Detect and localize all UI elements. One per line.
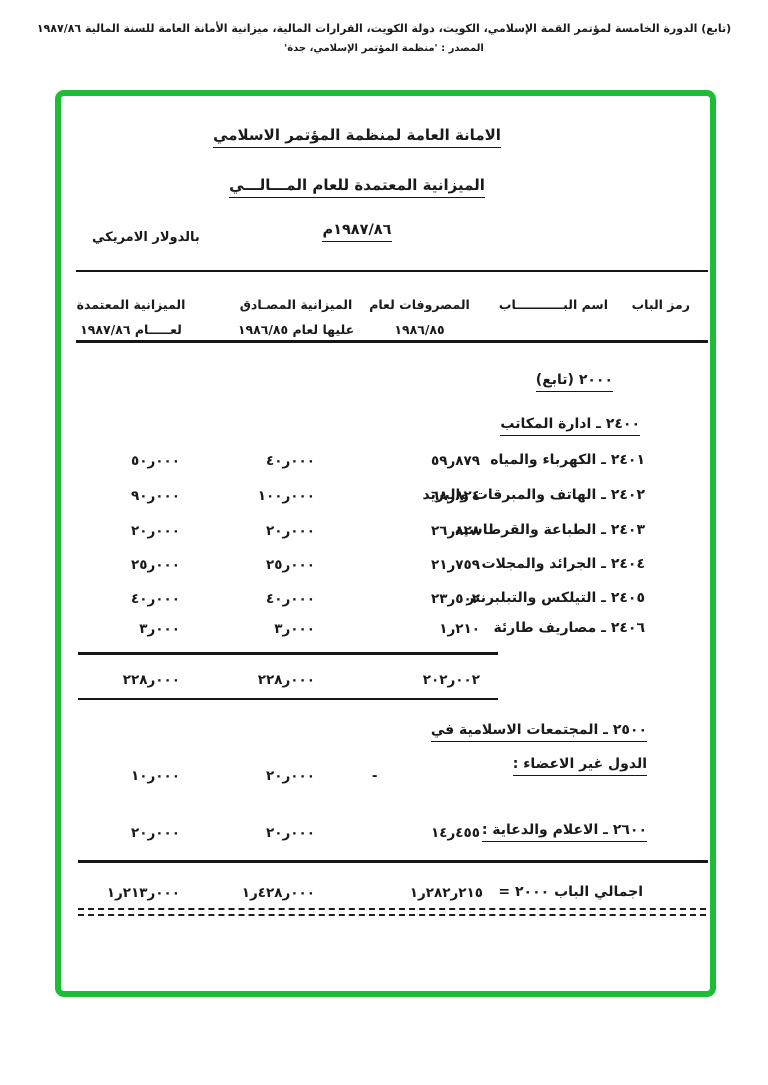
subtotal-approved: ٢٢٨ر٠٠٠ — [257, 672, 315, 688]
doc-title-year: ١٩٨٧/٨٦م — [157, 222, 557, 242]
item-label-2406: ٢٤٠٦ ـ مصاريف طارئة — [493, 620, 645, 636]
subtotal-rule-top — [78, 652, 498, 655]
section-2500-label-line1: ٢٥٠٠ ـ المجتمعات الاسلامية في — [430, 722, 647, 742]
item-expenditure-2405: ٢٣ر٥٠٢ — [431, 591, 480, 607]
header-expenditure-line2: ١٩٨٦/٨٥ — [394, 322, 445, 337]
total-rule-top — [78, 860, 708, 863]
item-expenditure-2406: ١ر٢١٠ — [439, 621, 480, 637]
total-approved: ١ر٤٢٨ر٠٠٠ — [241, 885, 315, 901]
header-expenditure: المصروفات لعام ١٩٨٦/٨٥ — [362, 292, 477, 342]
item-adopted-2406: ٣ر٠٠٠ — [139, 621, 180, 637]
header-code: رمز الباب — [631, 297, 690, 312]
item-adopted-2401: ٥٠ر٠٠٠ — [131, 453, 180, 469]
item-label-2402: ٢٤٠٢ ـ الهاتف والمبرقات والبريد — [422, 487, 645, 503]
item-approved-2402: ١٠٠ر٠٠٠ — [257, 488, 315, 504]
item-label-2404: ٢٤٠٤ ـ الجرائد والمجلات — [481, 556, 645, 572]
section-2500-adopted: ١٠ر٠٠٠ — [131, 768, 180, 784]
item-label-2401: ٢٤٠١ ـ الكهرباء والمياه — [490, 452, 645, 468]
item-approved-2406: ٣ر٠٠٠ — [274, 621, 315, 637]
item-approved-2403: ٢٠ر٠٠٠ — [266, 523, 315, 539]
section-2600-label-text: ٢٦٠٠ ـ الاعلام والدعاية : — [481, 822, 647, 842]
section-2000-label-text: ٢٠٠٠ (تابع) — [535, 372, 613, 392]
page-annotation-line2: المصدر : 'منظمة المؤتمر الإسلامي، جدة' — [284, 43, 484, 54]
total-adopted: ١ر٢١٣ر٠٠٠ — [106, 885, 180, 901]
section-2600-approved: ٢٠ر٠٠٠ — [266, 825, 315, 841]
total-expenditure: ١ر٢٨٢ر٢١٥ — [409, 885, 483, 901]
item-approved-2401: ٤٠ر٠٠٠ — [266, 453, 315, 469]
document-border — [55, 90, 716, 997]
currency-note: بالدولار الامريكي — [92, 230, 200, 245]
item-adopted-2404: ٢٥ر٠٠٠ — [131, 557, 180, 573]
item-adopted-2402: ٩٠ر٠٠٠ — [131, 488, 180, 504]
item-expenditure-2401: ٥٩ر٨٧٩ — [431, 453, 480, 469]
section-2500-label-line1-text: ٢٥٠٠ ـ المجتمعات الاسلامية في — [430, 722, 647, 742]
item-label-2403: ٢٤٠٣ ـ الطباعة والقرطاسية — [454, 522, 645, 538]
closing-double-rule — [78, 908, 706, 916]
section-2400-label: ٢٤٠٠ ـ ادارة المكاتب — [500, 416, 640, 436]
section-2500-expenditure: - — [371, 768, 378, 784]
doc-title-subject-text: الميزانية المعتمدة للعام المـــالـــي — [229, 176, 485, 198]
section-2400-label-text: ٢٤٠٠ ـ ادارة المكاتب — [500, 416, 640, 436]
header-adopted: الميزانية المعتمدة لعـــــام ١٩٨٧/٨٦ — [70, 292, 192, 342]
section-2500-label-line2-text: الدول غير الاعضاء : — [512, 756, 647, 776]
total-label: اجمالي الباب ٢٠٠٠ = — [498, 884, 643, 900]
section-2000-label: ٢٠٠٠ (تابع) — [535, 372, 613, 392]
item-expenditure-2403: ٢٦ر٨٢٨ — [431, 523, 480, 539]
doc-title-org: الامانة العامة لمنظمة المؤتمر الاسلامي — [157, 126, 557, 148]
header-expenditure-line1: المصروفات لعام — [369, 297, 470, 312]
header-approved: الميزانية المصـادق عليها لعام ١٩٨٦/٨٥ — [225, 292, 367, 342]
section-2500-label-line2: الدول غير الاعضاء : — [512, 756, 647, 776]
header-adopted-line1: الميزانية المعتمدة — [76, 297, 186, 312]
item-label-2405: ٢٤٠٥ ـ التيلكس والتبلبرنتر — [466, 590, 645, 606]
rule-top — [76, 270, 708, 272]
doc-title-subject: الميزانية المعتمدة للعام المـــالـــي — [157, 176, 557, 198]
rule-header-bottom — [76, 340, 708, 343]
section-2600-adopted: ٢٠ر٠٠٠ — [131, 825, 180, 841]
page-annotation-line1: (تابع) الدورة الخامسة لمؤتمر القمة الإسل… — [36, 22, 732, 35]
item-approved-2405: ٤٠ر٠٠٠ — [266, 591, 315, 607]
section-2600-expenditure: ١٤ر٤٥٥ — [431, 825, 480, 841]
header-adopted-line2: لعـــــام ١٩٨٧/٨٦ — [80, 322, 182, 337]
item-expenditure-2402: ٦٨ر٨٢٤ — [431, 488, 480, 504]
subtotal-rule-bottom — [78, 698, 498, 700]
header-approved-line1: الميزانية المصـادق — [239, 297, 353, 312]
doc-title-year-text: ١٩٨٧/٨٦م — [322, 222, 392, 242]
subtotal-expenditure: ٢٠٢ر٠٠٢ — [422, 672, 480, 688]
section-2600-label: ٢٦٠٠ ـ الاعلام والدعاية : — [481, 822, 647, 842]
item-expenditure-2404: ٢١ر٧٥٩ — [431, 557, 480, 573]
doc-title-org-text: الامانة العامة لمنظمة المؤتمر الاسلامي — [213, 126, 501, 148]
item-approved-2404: ٢٥ر٠٠٠ — [266, 557, 315, 573]
section-2500-approved: ٢٠ر٠٠٠ — [266, 768, 315, 784]
header-name: اسم البـــــــــــاب — [498, 297, 608, 312]
subtotal-adopted: ٢٢٨ر٠٠٠ — [122, 672, 180, 688]
header-approved-line2: عليها لعام ١٩٨٦/٨٥ — [237, 322, 355, 337]
item-adopted-2405: ٤٠ر٠٠٠ — [131, 591, 180, 607]
item-adopted-2403: ٢٠ر٠٠٠ — [131, 523, 180, 539]
